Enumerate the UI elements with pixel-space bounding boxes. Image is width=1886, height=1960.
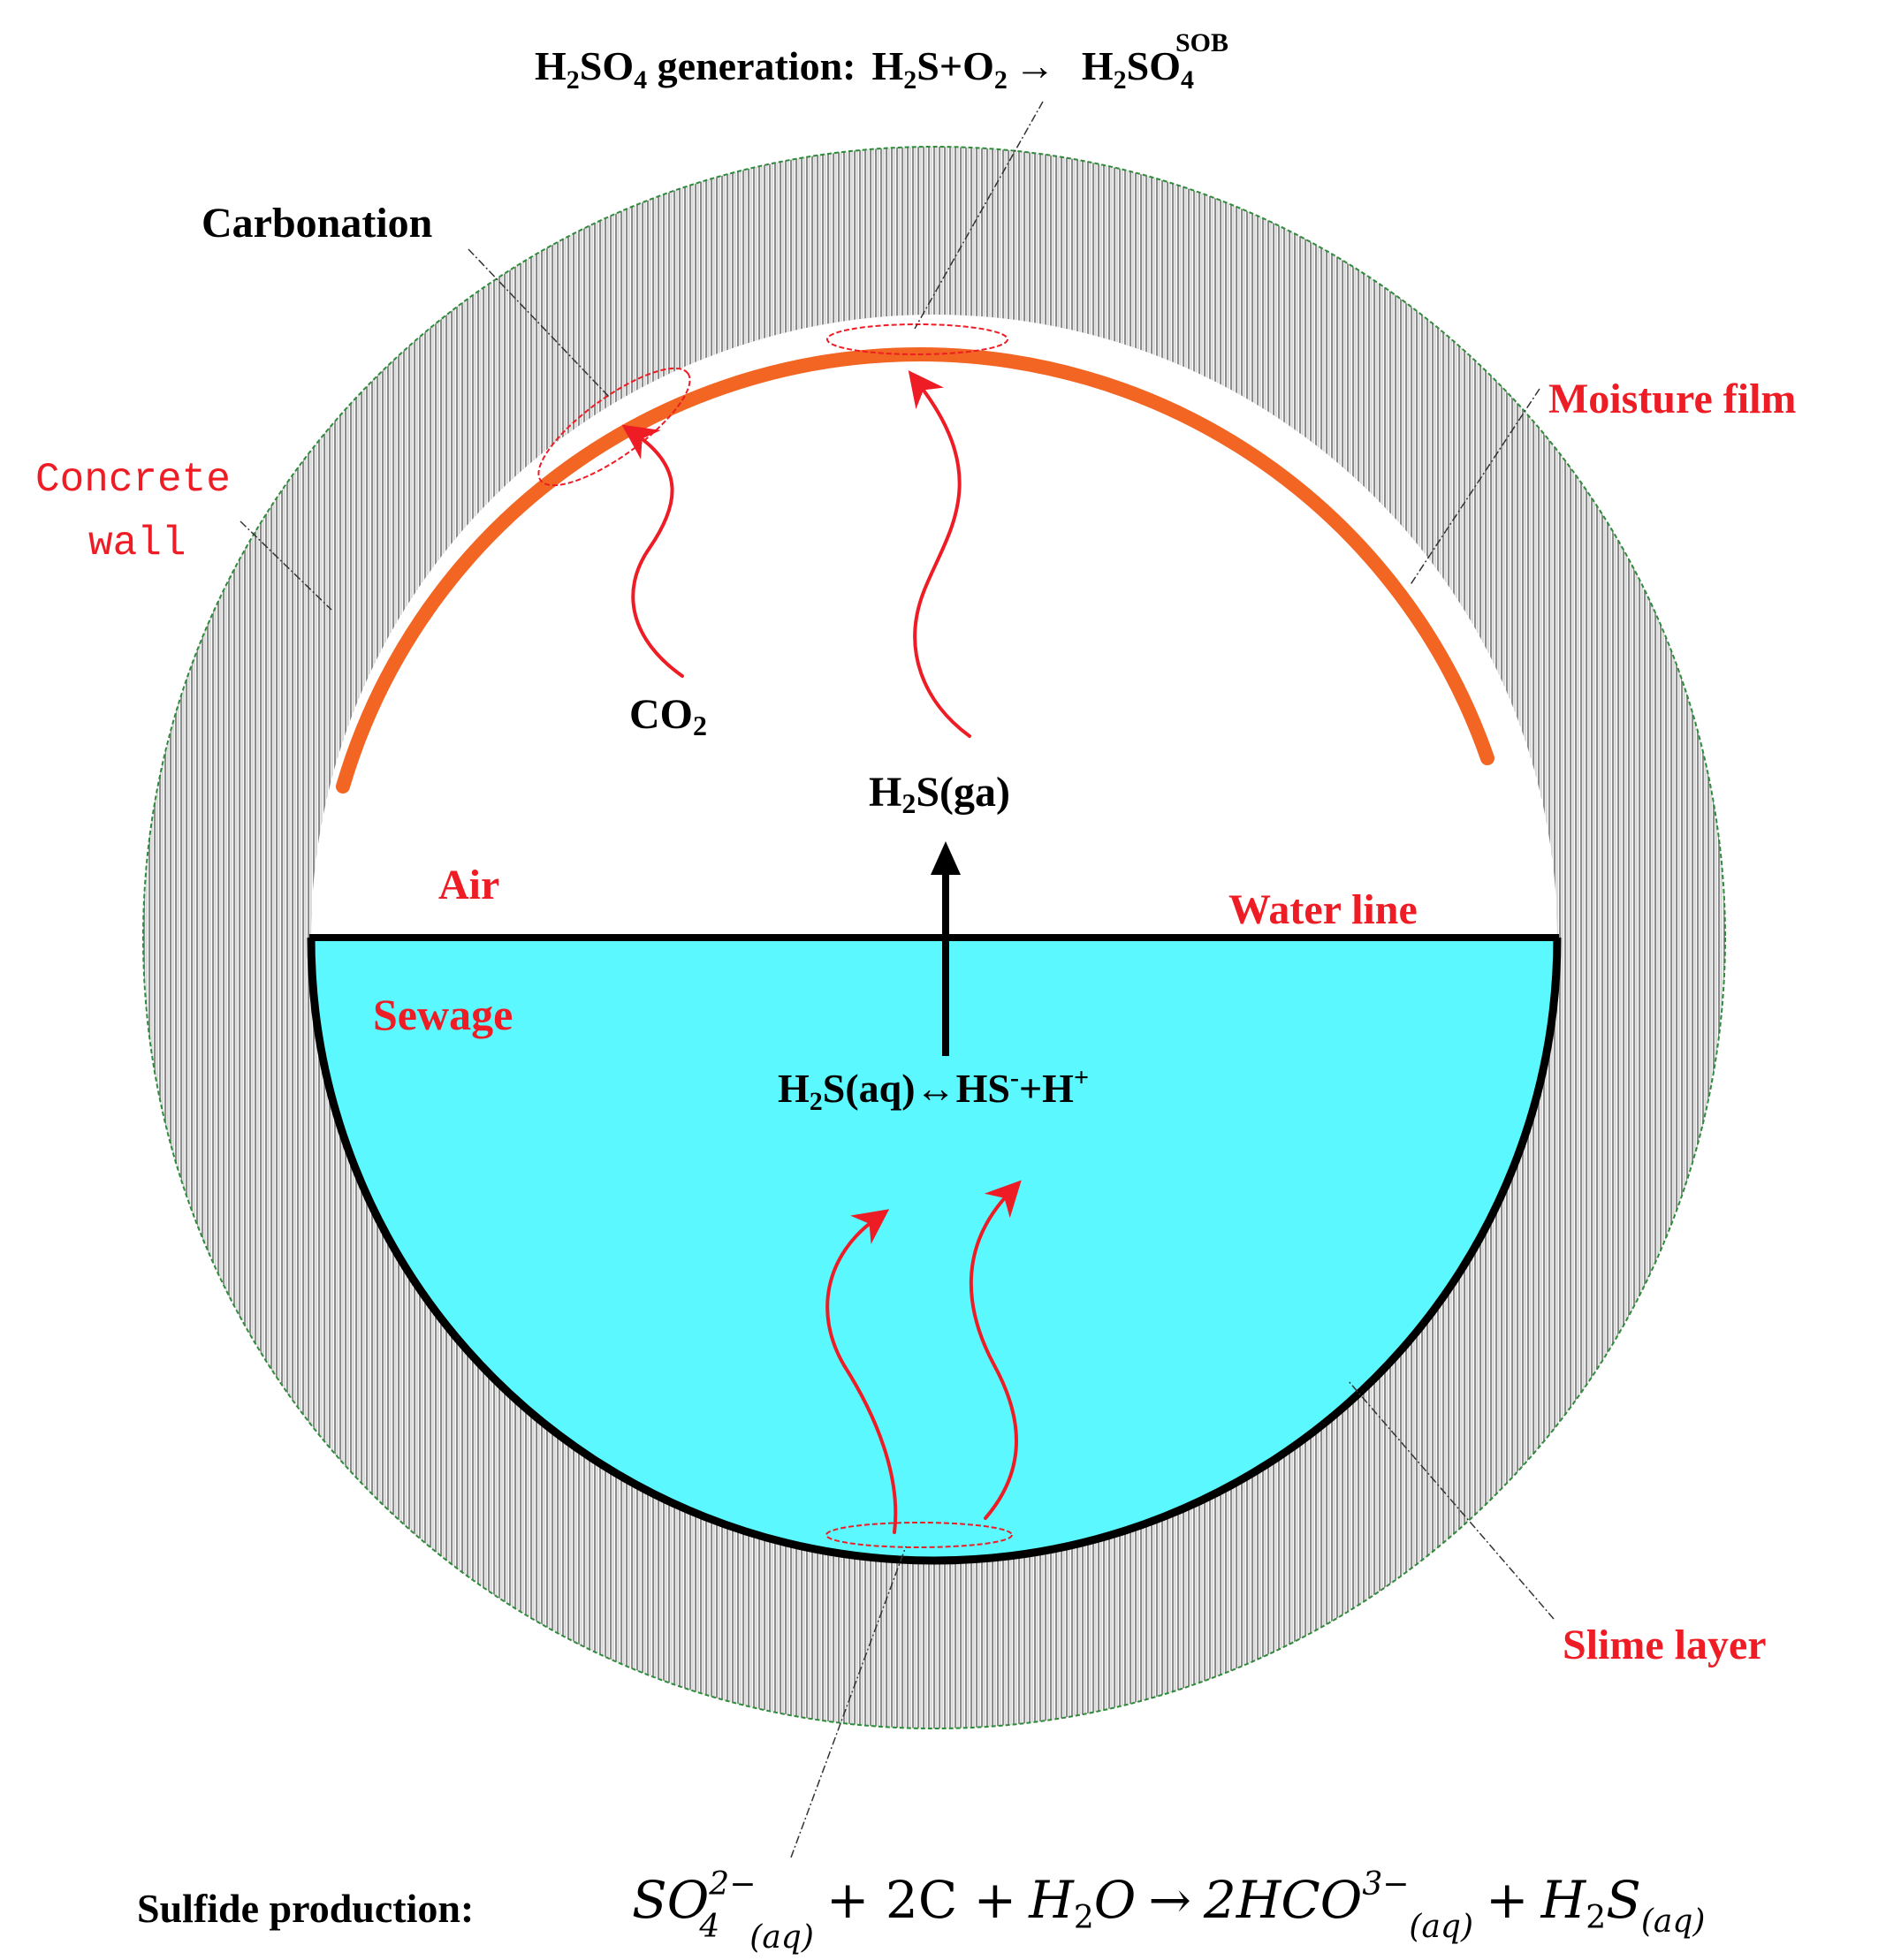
co2-label: CO2 (629, 691, 707, 741)
sulfide-leader (790, 1546, 907, 1858)
degassing-arrow (931, 841, 961, 1056)
concrete-wall-leader (240, 520, 332, 611)
sulfide-arrow-right (969, 1180, 1022, 1520)
slime-layer-leader (1347, 1379, 1555, 1620)
carbonation-label: Carbonation (202, 200, 432, 247)
slime-layer-label: Slime layer (1563, 1622, 1767, 1668)
sewage-label: Sewage (373, 990, 513, 1039)
co2-arrow (621, 424, 684, 678)
concrete-wall-label-line1: Concrete (35, 457, 231, 503)
h2so4-generation-equation: H2SO4 generation: H2S+O2 → H2SO4 (535, 43, 1194, 95)
concrete-wall-label-line2: wall (88, 520, 186, 566)
h2s-gas-arrow (908, 370, 971, 738)
red-wavy-arrows (621, 370, 1022, 1534)
sulfide-site-ellipse (825, 1522, 1013, 1548)
leader-lines (240, 101, 1555, 1858)
sulfide-arrow-left (825, 1209, 898, 1534)
moisture-film-label: Moisture film (1548, 376, 1796, 422)
air-label: Air (438, 862, 499, 908)
sulfide-production-label: Sulfide production: (137, 1886, 474, 1931)
water-line-label: Water line (1228, 886, 1418, 933)
slime-layer-line (307, 937, 1562, 1565)
sob-catalyst-label: SOB (1175, 28, 1228, 57)
sulfide-production-equation: SO2− 4 (aq)+ 2C + H2O → 2HCO3−(aq) + H2S(aq) (632, 1866, 1705, 1956)
carbonation-leader (468, 248, 611, 399)
sewage-area (311, 938, 1557, 1561)
moisture-film-leader (1409, 388, 1540, 587)
h2s-equilibrium-label: H2S(aq)↔HS-+H+ (778, 1063, 1089, 1116)
h2s-gas-label: H2S(ga) (869, 769, 1010, 819)
sob-leader (914, 101, 1044, 330)
